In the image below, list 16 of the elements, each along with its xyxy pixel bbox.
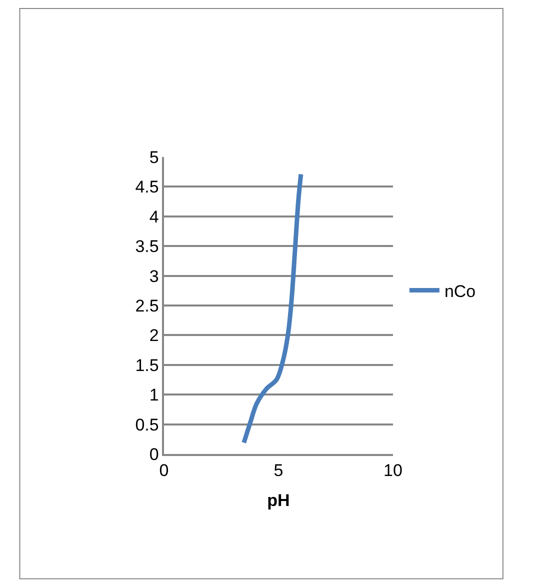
y-tick-label: 0.5 [135, 415, 159, 434]
y-tick-label: 1 [149, 386, 159, 405]
y-tick-label: 3.5 [135, 237, 159, 256]
line-series [242, 172, 304, 445]
y-tick-label: 0 [149, 444, 159, 464]
y-tick-label: 2.5 [135, 296, 159, 316]
y-tick-label: 5 [149, 148, 159, 167]
legend-label: nCo [444, 282, 476, 301]
x-axis-title: pH [267, 491, 290, 510]
x-tick-label: 5 [274, 461, 284, 480]
y-tick-label: 4 [149, 207, 159, 226]
y-tick-label: 4.5 [135, 178, 159, 197]
y-tick-label: 1.5 [135, 356, 159, 375]
y-tick-label: 2 [149, 326, 159, 346]
x-tick-label: 10 [384, 461, 402, 480]
y-tick-label: 3 [149, 266, 159, 286]
